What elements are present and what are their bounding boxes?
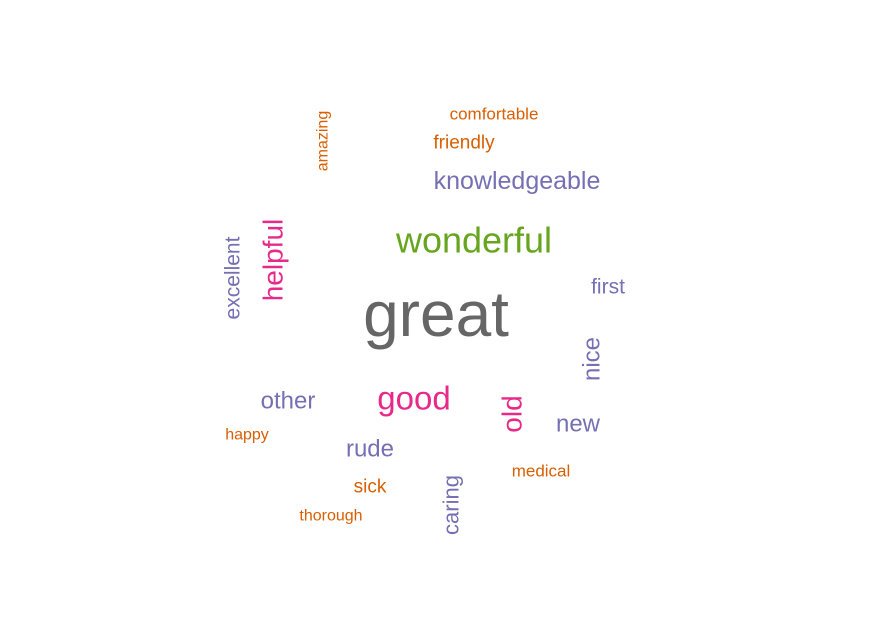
word-new: new <box>556 411 601 438</box>
word-first: first <box>591 276 625 299</box>
word-helpful: helpful <box>258 219 289 302</box>
word-caring: caring <box>439 475 464 535</box>
word-knowledgeable: knowledgeable <box>434 167 601 195</box>
word-friendly: friendly <box>433 133 495 154</box>
word-good: good <box>377 380 450 417</box>
word-sick: sick <box>354 477 387 498</box>
word-great: great <box>363 278 509 350</box>
word-happy: happy <box>225 427 269 444</box>
word-medical: medical <box>512 462 571 481</box>
word-amazing: amazing <box>315 111 332 171</box>
word-comfortable: comfortable <box>450 105 539 124</box>
word-old: old <box>497 395 528 432</box>
word-other: other <box>261 388 316 415</box>
word-nice: nice <box>579 337 606 381</box>
word-thorough: thorough <box>299 508 362 525</box>
word-wonderful: wonderful <box>395 220 552 261</box>
word-excellent: excellent <box>222 236 245 319</box>
word-rude: rude <box>346 436 394 463</box>
